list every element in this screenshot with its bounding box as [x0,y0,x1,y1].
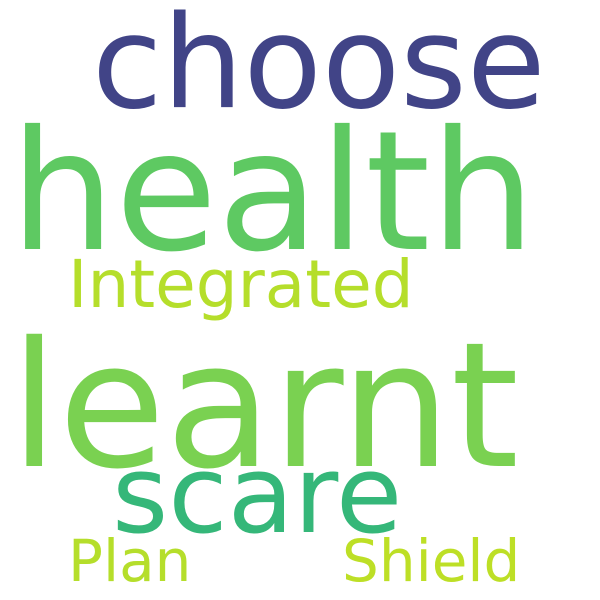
word-integrated: Integrated [68,246,414,323]
word-scare: scare [112,433,403,558]
word-shield: Shield [342,527,521,595]
word-choose: choose [92,0,546,138]
word-learnt: learnt [10,305,520,508]
word-health: health [10,96,536,289]
word-plan: Plan [68,527,192,595]
